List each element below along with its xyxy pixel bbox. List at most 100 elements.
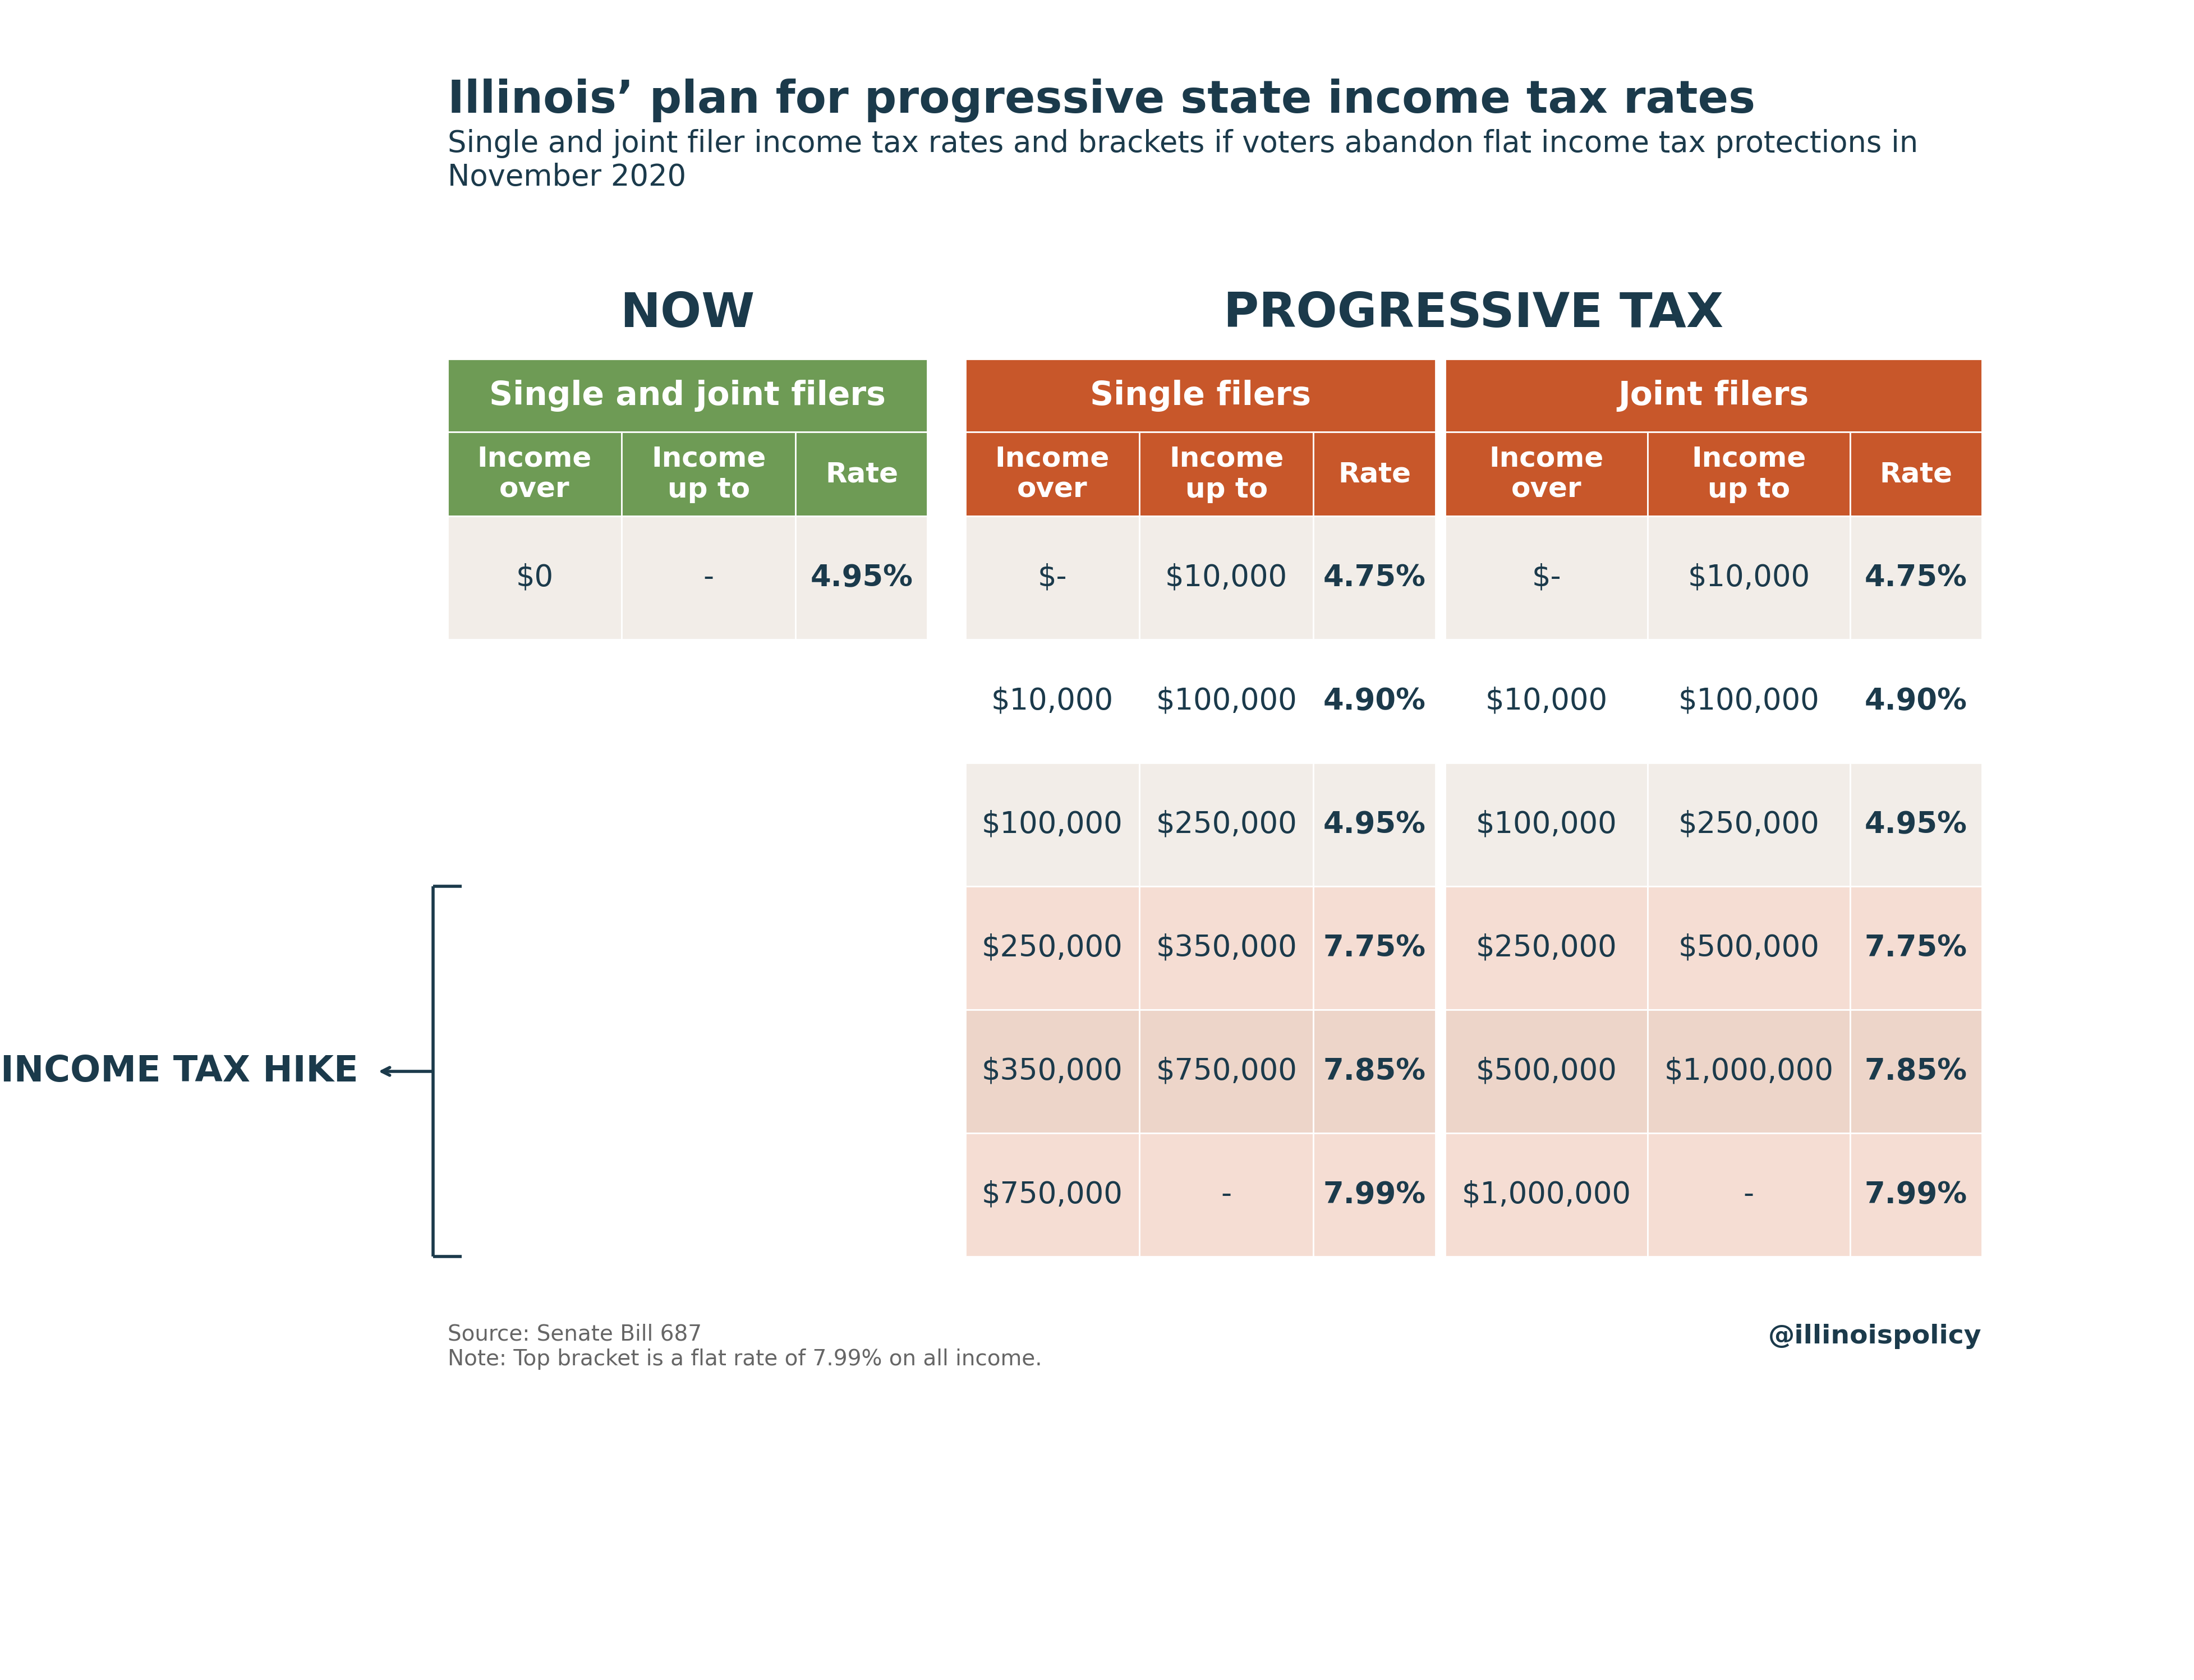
Bar — [1314, 1010, 1435, 1132]
Text: $350,000: $350,000 — [981, 1057, 1123, 1085]
Text: 7.75%: 7.75% — [1323, 934, 1426, 963]
Text: Joint filers: Joint filers — [1617, 380, 1808, 412]
Text: $100,000: $100,000 — [1477, 810, 1617, 838]
Text: 4.90%: 4.90% — [1323, 687, 1426, 716]
Bar — [1648, 1010, 1850, 1132]
Bar — [621, 763, 796, 887]
Text: Single and joint filer income tax rates and brackets if voters abandon flat inco: Single and joint filer income tax rates … — [448, 129, 1918, 192]
Bar — [1850, 1132, 1981, 1257]
Text: Income
up to: Income up to — [1169, 445, 1283, 502]
Text: $500,000: $500,000 — [1477, 1057, 1617, 1085]
Bar — [448, 432, 621, 516]
Text: $750,000: $750,000 — [1156, 1057, 1297, 1085]
Bar — [448, 887, 621, 1010]
Bar — [621, 1132, 796, 1257]
Text: $250,000: $250,000 — [1156, 810, 1297, 838]
Bar — [448, 1010, 621, 1132]
Bar — [1850, 516, 1981, 640]
Bar — [965, 887, 1139, 1010]
Bar — [1850, 1010, 1981, 1132]
Text: Income
up to: Income up to — [1692, 445, 1806, 502]
Bar — [1314, 640, 1435, 763]
Bar — [1139, 516, 1314, 640]
Text: $0: $0 — [516, 563, 553, 593]
Text: $-: $- — [1038, 563, 1066, 593]
Bar — [965, 360, 1435, 432]
Bar — [1446, 1132, 1648, 1257]
Text: INCOME TAX HIKE: INCOME TAX HIKE — [0, 1053, 358, 1089]
Bar — [1648, 1132, 1850, 1257]
Bar — [965, 640, 1139, 763]
Text: $-: $- — [1531, 563, 1562, 593]
Bar — [1850, 432, 1981, 516]
Bar — [1648, 432, 1850, 516]
Text: Illinois’ plan for progressive state income tax rates: Illinois’ plan for progressive state inc… — [448, 79, 1755, 123]
Bar — [621, 640, 796, 763]
Bar — [1648, 516, 1850, 640]
Bar — [621, 1010, 796, 1132]
Bar — [621, 516, 796, 640]
Text: @illinoispolicy: @illinoispolicy — [1768, 1324, 1981, 1349]
Bar — [1648, 763, 1850, 887]
Text: $10,000: $10,000 — [1687, 563, 1810, 593]
Text: 4.90%: 4.90% — [1865, 687, 1968, 716]
Bar — [621, 432, 796, 516]
Text: $250,000: $250,000 — [1678, 810, 1819, 838]
Bar — [1446, 432, 1648, 516]
Text: Rate: Rate — [825, 460, 897, 487]
Bar — [1446, 763, 1648, 887]
Text: $10,000: $10,000 — [992, 687, 1112, 716]
Text: $1,000,000: $1,000,000 — [1663, 1057, 1834, 1085]
Bar — [1139, 887, 1314, 1010]
Text: 7.85%: 7.85% — [1323, 1057, 1426, 1085]
Bar — [796, 763, 928, 887]
Text: $100,000: $100,000 — [981, 810, 1123, 838]
Text: NOW: NOW — [621, 291, 755, 338]
Bar — [1139, 432, 1314, 516]
Text: $250,000: $250,000 — [981, 934, 1123, 963]
Text: 4.75%: 4.75% — [1323, 563, 1426, 593]
Bar — [1446, 887, 1648, 1010]
Text: $100,000: $100,000 — [1678, 687, 1819, 716]
Bar — [1314, 1132, 1435, 1257]
Bar — [1446, 1010, 1648, 1132]
Bar — [796, 887, 928, 1010]
Text: Income
up to: Income up to — [652, 445, 766, 502]
Text: 4.95%: 4.95% — [810, 563, 913, 593]
Bar — [1314, 887, 1435, 1010]
Bar — [448, 763, 621, 887]
Text: Rate: Rate — [1880, 460, 1953, 487]
Bar — [796, 516, 928, 640]
Text: Single filers: Single filers — [1090, 380, 1312, 412]
Bar — [1648, 640, 1850, 763]
Bar — [1850, 887, 1981, 1010]
Text: 7.75%: 7.75% — [1865, 934, 1968, 963]
Text: $10,000: $10,000 — [1165, 563, 1288, 593]
Bar — [1446, 360, 1981, 432]
Bar — [965, 1010, 1139, 1132]
Text: $500,000: $500,000 — [1678, 934, 1819, 963]
Text: $350,000: $350,000 — [1156, 934, 1297, 963]
Bar — [448, 516, 621, 640]
Bar — [1446, 516, 1648, 640]
Text: 7.99%: 7.99% — [1323, 1181, 1426, 1210]
Bar — [448, 640, 621, 763]
Bar — [796, 640, 928, 763]
Text: Source: Senate Bill 687
Note: Top bracket is a flat rate of 7.99% on all income.: Source: Senate Bill 687 Note: Top bracke… — [448, 1324, 1042, 1369]
Bar — [621, 887, 796, 1010]
Text: -: - — [704, 563, 713, 593]
Bar — [1446, 640, 1648, 763]
Text: -: - — [1222, 1181, 1231, 1210]
Bar — [796, 432, 928, 516]
Bar — [965, 432, 1139, 516]
Bar — [1139, 1010, 1314, 1132]
Bar — [1139, 640, 1314, 763]
Bar — [1139, 763, 1314, 887]
Bar — [1314, 516, 1435, 640]
Text: 7.99%: 7.99% — [1865, 1181, 1968, 1210]
Text: Income
over: Income over — [994, 445, 1110, 502]
Text: $750,000: $750,000 — [981, 1181, 1123, 1210]
Text: Rate: Rate — [1338, 460, 1411, 487]
Bar — [1314, 763, 1435, 887]
Bar — [1850, 640, 1981, 763]
